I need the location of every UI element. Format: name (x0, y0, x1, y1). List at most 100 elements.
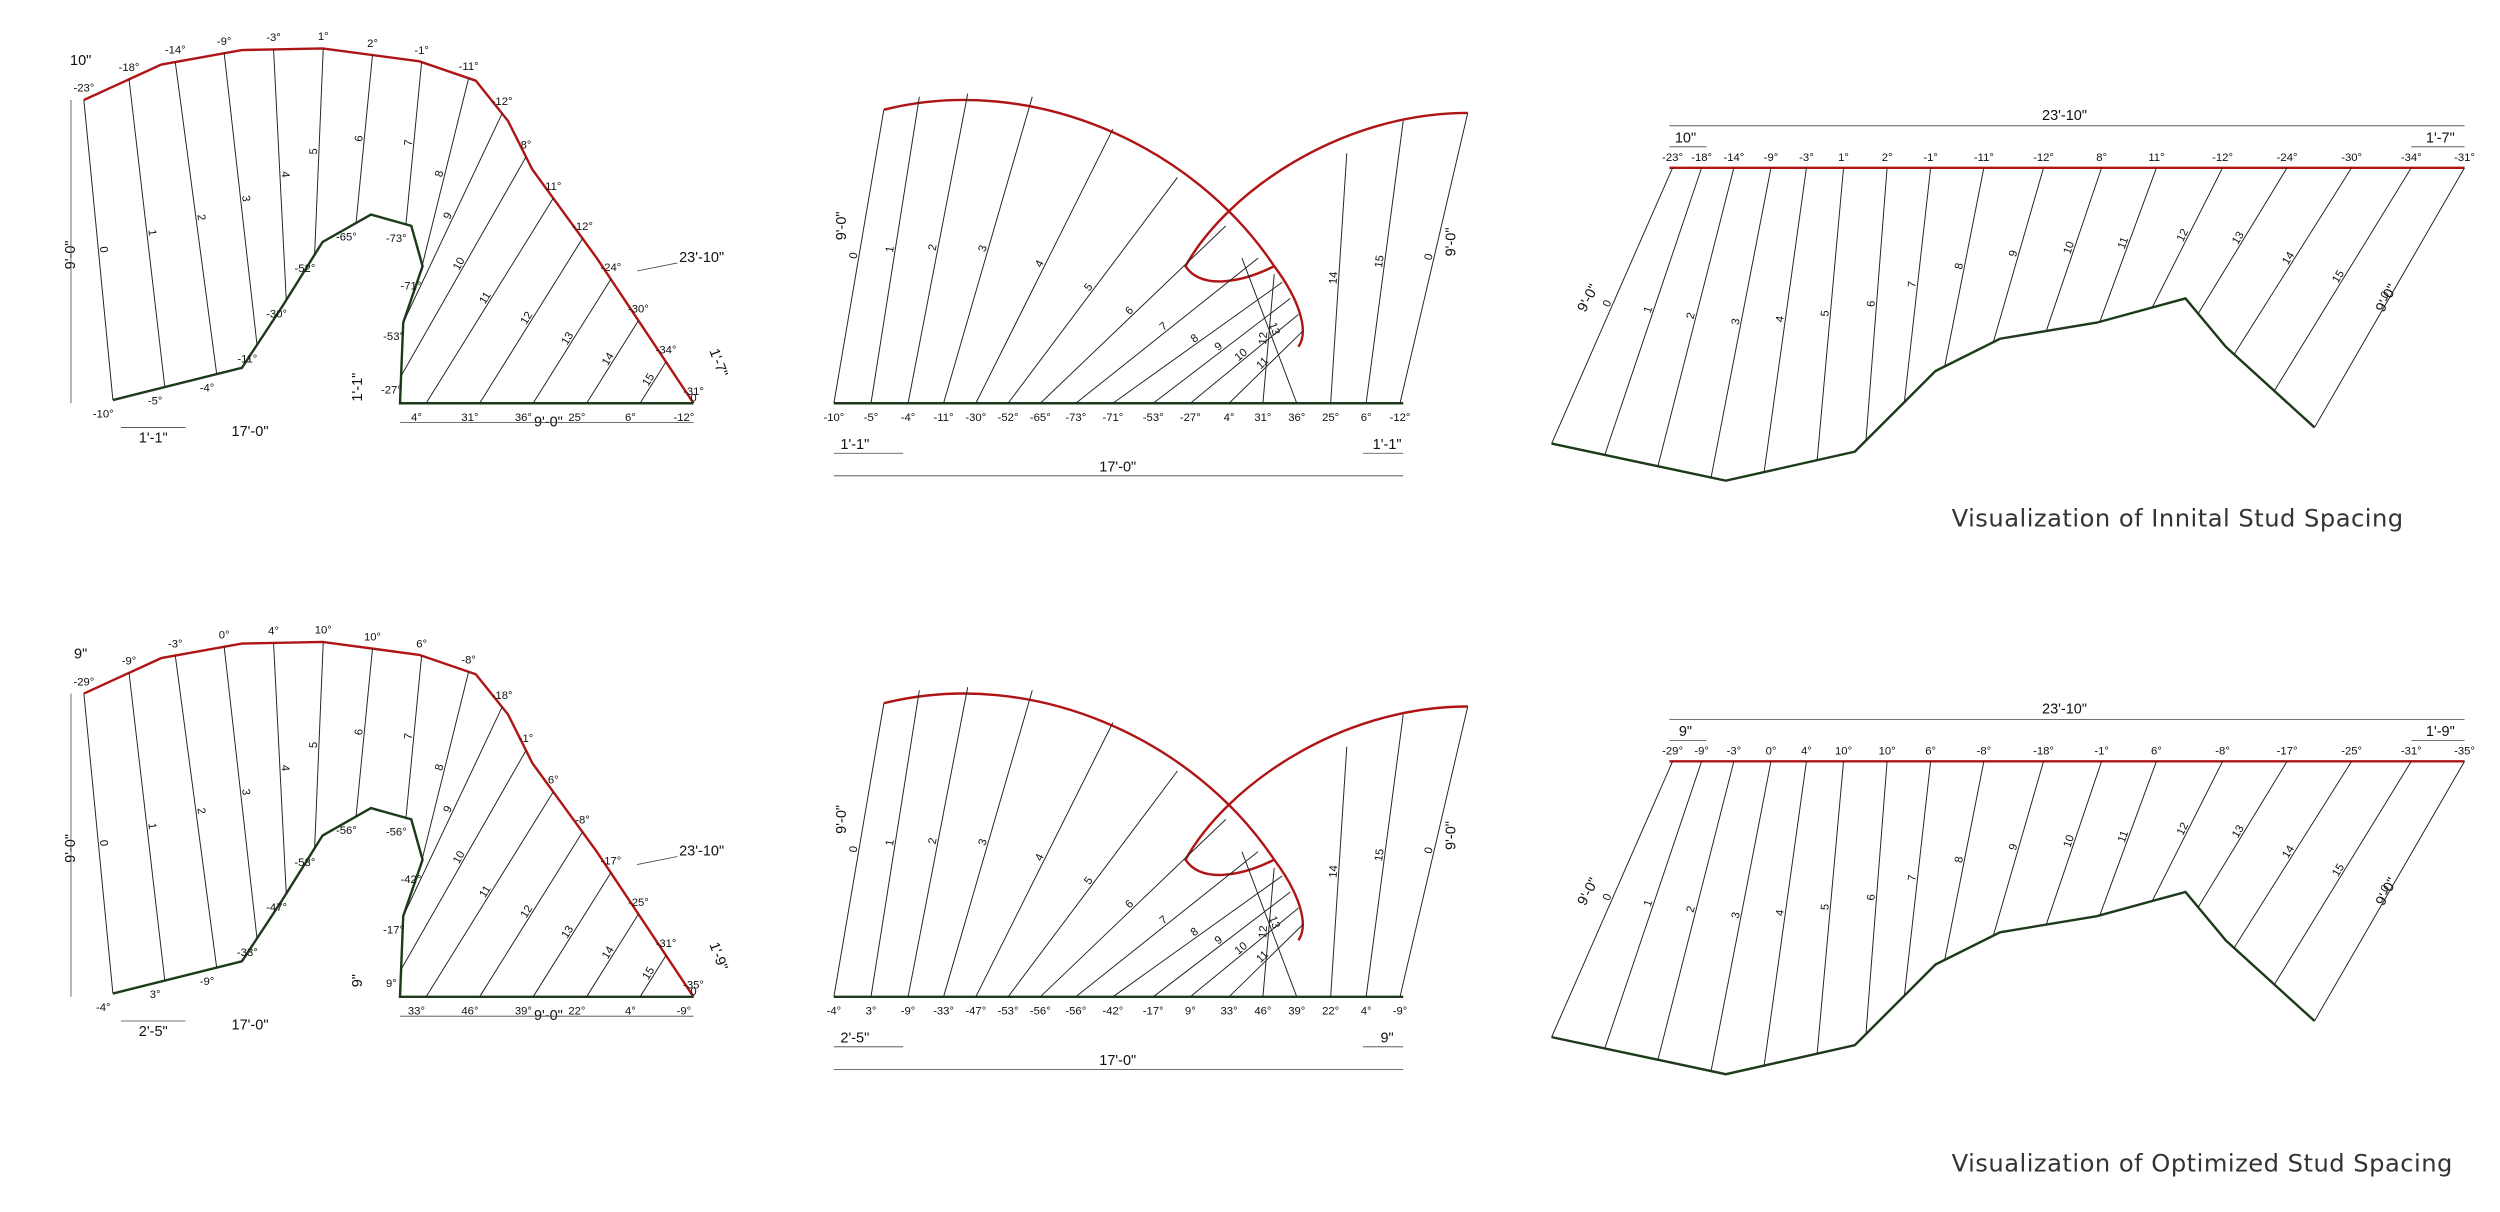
top-angle: -17° (2277, 746, 2298, 758)
bottom-angle: 3° (150, 989, 161, 1001)
stud-number: 0 (848, 252, 861, 260)
stud-number: 2 (1685, 905, 1698, 914)
stud-number: 5 (1819, 310, 1832, 317)
stud-number: 5 (1082, 875, 1095, 887)
top-angle: -35° (683, 980, 704, 992)
bottom-angle: 36° (1288, 412, 1305, 424)
stud (1190, 314, 1299, 404)
bottom-angle: -4° (901, 412, 916, 424)
bottom-angle: -10° (93, 409, 114, 421)
bottom-angle: -30° (965, 412, 986, 424)
stud-number: 9 (2007, 842, 2020, 851)
dimension-label: 23'-10" (2042, 702, 2087, 718)
bottom-angle: -9° (1393, 1005, 1408, 1017)
stud (425, 791, 554, 998)
dimension-label: 9'-0" (2373, 282, 2401, 315)
top-angle: -1° (2094, 746, 2109, 758)
stud-number: 2 (194, 214, 207, 222)
top-angle: -30° (628, 303, 649, 315)
stud (2233, 761, 2353, 949)
stud (400, 156, 527, 377)
bottom-angle: 9° (386, 978, 397, 990)
bottom-angle: 4° (1361, 1005, 1372, 1017)
bottom-angle: -12° (1390, 412, 1411, 424)
stud (943, 96, 1033, 404)
stud-number: 11 (2116, 236, 2131, 251)
stud-number: 4 (1774, 909, 1787, 917)
stud-number: 8 (1189, 332, 1201, 345)
top-angle: -9° (1694, 746, 1709, 758)
top-angle: -8° (1977, 746, 1992, 758)
top-angle: 2° (367, 38, 378, 50)
stud (174, 61, 218, 375)
dimension-label: 1'-7" (705, 347, 730, 380)
stud (943, 690, 1033, 997)
stud-number: 13 (2230, 230, 2247, 247)
unrolled-bottom-curve (1551, 890, 2316, 1076)
stud-number: 13 (559, 924, 576, 941)
top-angle: 4° (268, 626, 279, 638)
bottom-angle: -56° (336, 825, 357, 837)
stud (402, 113, 503, 323)
stud (479, 238, 583, 404)
bottom-angle: -73° (386, 233, 407, 245)
bottom-angle: 22° (568, 1005, 585, 1017)
top-angle: -1° (1923, 152, 1938, 164)
stud-number: 1 (884, 839, 897, 847)
bottom-angle: 4° (1224, 412, 1235, 424)
stud-number: 9 (442, 804, 456, 815)
top-angle: -31° (2454, 152, 2475, 164)
stud (1241, 851, 1298, 997)
stud (639, 361, 667, 404)
stud (355, 55, 373, 224)
bottom-angle: -53° (295, 857, 316, 869)
top-angle: 8° (521, 140, 532, 152)
stud (1551, 761, 1674, 1038)
stud-number: 2 (927, 837, 940, 845)
dimension-label: 1'-7" (2426, 131, 2455, 147)
elevation-curve-left (883, 98, 1304, 348)
top-angle: -31° (683, 386, 704, 398)
bottom-angle: -47° (266, 902, 287, 914)
stud-number: 4 (1774, 315, 1787, 323)
top-angle: 6° (2151, 746, 2162, 758)
top-angle: -29° (73, 676, 94, 688)
stud (273, 49, 287, 301)
bottom-angle: -56° (1030, 1005, 1051, 1017)
stud-number: 6 (1123, 305, 1136, 318)
stud (2197, 167, 2288, 314)
stud-number: 0 (690, 392, 696, 404)
dimension-label: 1'-1" (350, 373, 366, 402)
stud-number: 2 (927, 243, 940, 251)
stud-number: 13 (1266, 321, 1282, 337)
top-angle: -18° (492, 690, 513, 702)
plan-top-curve (83, 47, 695, 404)
stud-number: 4 (1033, 852, 1047, 863)
stud-number: 4 (279, 171, 291, 178)
stud (1816, 761, 1845, 1054)
stud-number: 7 (403, 139, 416, 146)
stud (975, 722, 1114, 998)
stud-number: 2 (1685, 311, 1698, 320)
bottom-angle: -4° (200, 383, 215, 395)
stud (83, 693, 114, 994)
bottom-angle: 46° (1254, 1005, 1271, 1017)
stud (400, 750, 527, 970)
top-angle: 4° (1801, 746, 1812, 758)
top-angle: -12° (2212, 152, 2233, 164)
top-angle: 6° (1925, 746, 1936, 758)
dimension-label: 17'-0" (232, 424, 269, 440)
stud-number: 7 (1158, 320, 1170, 333)
bottom-angle: -73° (1065, 412, 1086, 424)
stud-number: 3 (239, 195, 252, 203)
dimension-label: 9" (1679, 724, 1692, 740)
stud (1152, 891, 1291, 998)
stud (174, 655, 218, 968)
stud (975, 128, 1114, 404)
dimension-label: 23'-10" (679, 843, 724, 859)
stud (1944, 167, 1985, 367)
top-angle: 2° (1882, 152, 1893, 164)
top-angle: 11° (2148, 152, 2164, 164)
